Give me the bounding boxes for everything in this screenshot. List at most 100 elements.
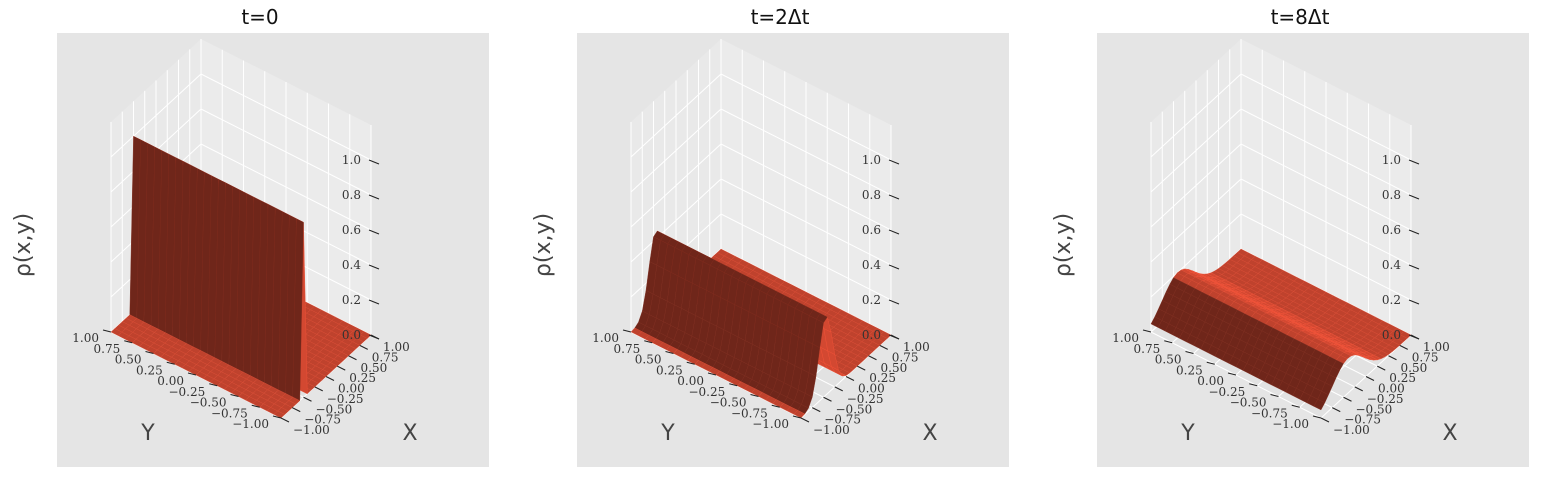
x-tick-label: 0.75 [1412, 350, 1439, 364]
z-tick-mark [888, 299, 900, 305]
x-tick-mark [812, 407, 821, 413]
x-tick-label: −0.25 [1367, 392, 1404, 406]
x-tick-mark [1343, 396, 1352, 402]
x-tick-mark [879, 344, 888, 350]
x-tick-label: −0.75 [304, 413, 341, 427]
x-tick-label: −0.25 [847, 392, 884, 406]
subplot-2: 0.0 0.2 0.4 0.6 0.8 1.0 1.00 0.75 0.50 0.25 0.00 −0… [520, 0, 1040, 480]
x-tick-label: 0.50 [361, 361, 388, 375]
x-tick-mark [1377, 365, 1386, 371]
z-tick-label: 1.0 [1382, 153, 1401, 167]
y-tick-label: −0.75 [211, 406, 248, 420]
plot-title: t=0 [241, 5, 278, 29]
z-tick-mark [1408, 229, 1420, 235]
z-tick-label: 1.0 [862, 153, 881, 167]
x-tick-mark [823, 396, 832, 402]
subplot-3: 0.0 0.2 0.4 0.6 0.8 1.0 1.00 0.75 0.50 0.25 0.00 −0… [1040, 0, 1542, 480]
y-tick-label: −0.75 [731, 406, 768, 420]
y-tick-label: 1.00 [72, 331, 99, 345]
z-tick-mark [888, 264, 900, 270]
y-tick-mark [707, 372, 717, 376]
x-tick-mark [845, 376, 855, 381]
y-axis-label: Y [140, 421, 155, 446]
x-axis-label: X [402, 421, 417, 446]
y-tick-label: −0.25 [168, 385, 205, 399]
surface-patch [1313, 398, 1326, 411]
x-tick-mark [800, 417, 810, 423]
x-tick-mark [1399, 344, 1408, 350]
y-tick-label: 1.00 [592, 331, 619, 345]
y-axis-label: Y [660, 421, 675, 446]
z-tick-mark [1408, 264, 1420, 270]
x-tick-mark [857, 365, 866, 371]
y-tick-mark [209, 383, 218, 387]
z-axis-label: ρ(x,y) [1051, 213, 1076, 277]
x-tick-label: −1.00 [813, 423, 850, 437]
x-tick-mark [314, 386, 323, 392]
z-tick-label: 0.8 [1382, 188, 1401, 202]
x-axis-label: X [1442, 421, 1457, 446]
x-tick-label: −0.50 [316, 402, 353, 416]
gridline [1150, 143, 1412, 231]
z-axis-label: ρ(x,y) [11, 213, 36, 277]
y-tick-label: 0.50 [115, 353, 142, 367]
gridline [630, 143, 892, 231]
gridline [1150, 73, 1412, 161]
z-tick-label: 0.2 [1382, 293, 1401, 307]
x-tick-mark [1320, 417, 1330, 423]
x-tick-mark [1332, 407, 1341, 413]
surface-plot-1: 0.00.20.40.60.81.01.000.750.500.250.00−0… [11, 5, 489, 467]
z-tick-mark [1408, 194, 1420, 200]
y-axis-label: Y [1180, 421, 1195, 446]
x-tick-label: 0.00 [1378, 382, 1405, 396]
x-tick-mark [280, 417, 290, 423]
y-tick-mark [187, 372, 197, 376]
y-tick-label: 0.50 [1155, 353, 1182, 367]
surface-plot-2: 0.00.20.40.60.81.01.000.750.500.250.00−0… [531, 5, 1009, 467]
y-tick-label: 0.50 [635, 353, 662, 367]
x-tick-mark [1365, 376, 1375, 381]
y-tick-mark [686, 361, 695, 365]
y-tick-mark [1270, 394, 1279, 397]
y-tick-label: 0.25 [136, 363, 163, 377]
y-tick-label: 0.75 [94, 342, 121, 356]
y-tick-label: −0.50 [1230, 396, 1267, 410]
y-tick-label: −0.50 [190, 396, 227, 410]
z-tick-mark [368, 299, 380, 305]
gridline [630, 108, 892, 196]
density-surface [110, 135, 372, 419]
z-tick-label: 0.0 [1382, 328, 1401, 342]
x-tick-label: 0.75 [892, 350, 919, 364]
y-tick-label: 0.00 [677, 374, 704, 388]
gridline [110, 73, 372, 161]
y-tick-mark [665, 351, 674, 354]
plot-title: t=2Δt [751, 5, 810, 29]
x-tick-label: −0.50 [836, 402, 873, 416]
z-tick-label: 0.4 [862, 258, 881, 272]
x-tick-label: 0.00 [858, 382, 885, 396]
y-tick-mark [792, 415, 802, 419]
x-tick-mark [303, 396, 312, 402]
y-tick-label: −1.00 [752, 417, 789, 431]
x-tick-mark [1388, 355, 1397, 361]
z-tick-mark [1408, 299, 1420, 305]
x-tick-mark [890, 334, 900, 340]
x-tick-label: 0.00 [338, 382, 365, 396]
z-tick-mark [1408, 159, 1420, 165]
x-tick-label: 0.25 [1389, 371, 1416, 385]
y-tick-mark [644, 340, 653, 344]
y-tick-label: 0.25 [1176, 363, 1203, 377]
y-tick-mark [1164, 340, 1173, 344]
x-tick-mark [1354, 386, 1363, 392]
y-tick-mark [230, 394, 239, 397]
z-tick-label: 0.0 [342, 328, 361, 342]
y-tick-label: −0.50 [710, 396, 747, 410]
x-tick-label: 0.75 [372, 350, 399, 364]
y-tick-mark [622, 329, 632, 333]
y-tick-mark [729, 383, 738, 387]
x-tick-mark [868, 355, 877, 361]
y-tick-mark [771, 404, 780, 408]
y-tick-mark [145, 351, 154, 354]
x-tick-mark [359, 344, 368, 350]
